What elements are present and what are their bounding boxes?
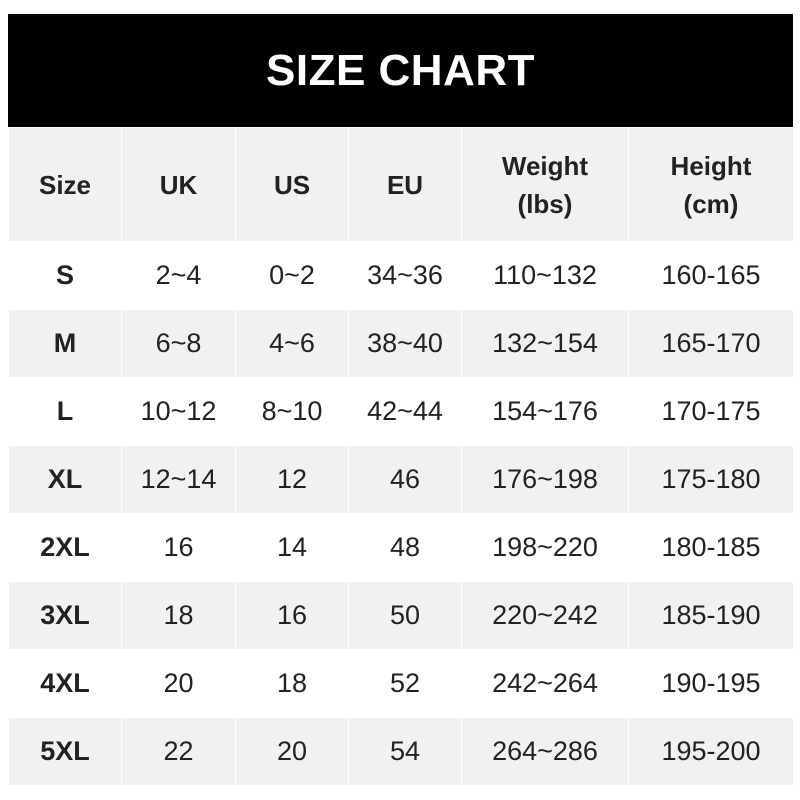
cell-height: 190-195 [628,649,794,718]
cell-weight: 242~264 [461,649,629,718]
table-row: M 6~8 4~6 38~40 132~154 165-170 [8,309,794,378]
cell-us: 12 [235,445,349,514]
cell-uk: 10~12 [121,377,236,446]
cell-us: 0~2 [235,241,349,310]
cell-height: 185-190 [628,581,794,650]
table-row: XL 12~14 12 46 176~198 175-180 [8,445,794,514]
cell-size: L [8,377,122,446]
column-header-us: US [235,127,349,242]
column-header-line: Height [670,150,752,181]
cell-us: 16 [235,581,349,650]
table-row: 4XL 20 18 52 242~264 190-195 [8,649,794,718]
cell-us: 20 [235,717,349,786]
cell-height: 160-165 [628,241,794,310]
cell-size: M [8,309,122,378]
column-header-weight: Weight (lbs) [461,127,629,242]
column-header-line: EU [386,169,424,200]
cell-uk: 16 [121,513,236,582]
table-row: L 10~12 8~10 42~44 154~176 170-175 [8,377,794,446]
cell-height: 170-175 [628,377,794,446]
table-row: S 2~4 0~2 34~36 110~132 160-165 [8,241,794,310]
cell-us: 14 [235,513,349,582]
column-header-line: Weight [501,150,589,181]
cell-weight: 110~132 [461,241,629,310]
cell-uk: 6~8 [121,309,236,378]
cell-weight: 198~220 [461,513,629,582]
cell-size: 2XL [8,513,122,582]
column-header-eu: EU [348,127,462,242]
cell-weight: 264~286 [461,717,629,786]
cell-us: 8~10 [235,377,349,446]
column-header-line: (lbs) [517,188,573,219]
cell-eu: 52 [348,649,462,718]
column-header-line: (cm) [683,188,739,219]
cell-eu: 50 [348,581,462,650]
cell-weight: 176~198 [461,445,629,514]
column-header-size: Size [8,127,122,242]
cell-weight: 220~242 [461,581,629,650]
column-header-line: UK [159,169,198,200]
table-row: 2XL 16 14 48 198~220 180-185 [8,513,794,582]
cell-eu: 42~44 [348,377,462,446]
table-row: 5XL 22 20 54 264~286 195-200 [8,717,794,786]
cell-uk: 20 [121,649,236,718]
cell-eu: 48 [348,513,462,582]
cell-uk: 22 [121,717,236,786]
cell-us: 4~6 [235,309,349,378]
cell-size: 5XL [8,717,122,786]
cell-size: XL [8,445,122,514]
header-row: Size UK US EU Weight (lbs) Height (cm) [8,127,794,242]
cell-us: 18 [235,649,349,718]
cell-uk: 18 [121,581,236,650]
cell-height: 180-185 [628,513,794,582]
cell-eu: 46 [348,445,462,514]
cell-height: 195-200 [628,717,794,786]
size-chart-title: SIZE CHART [8,14,793,127]
cell-height: 175-180 [628,445,794,514]
cell-weight: 154~176 [461,377,629,446]
cell-height: 165-170 [628,309,794,378]
column-header-height: Height (cm) [628,127,794,242]
cell-weight: 132~154 [461,309,629,378]
cell-eu: 54 [348,717,462,786]
table-row: 3XL 18 16 50 220~242 185-190 [8,581,794,650]
size-chart-table: Size UK US EU Weight (lbs) Height (cm) S 2~4 0~2 3… [8,127,794,786]
column-header-line: Size [38,169,92,200]
cell-eu: 34~36 [348,241,462,310]
column-header-uk: UK [121,127,236,242]
cell-eu: 38~40 [348,309,462,378]
cell-size: 3XL [8,581,122,650]
cell-uk: 2~4 [121,241,236,310]
cell-size: 4XL [8,649,122,718]
cell-size: S [8,241,122,310]
cell-uk: 12~14 [121,445,236,514]
column-header-line: US [273,169,311,200]
